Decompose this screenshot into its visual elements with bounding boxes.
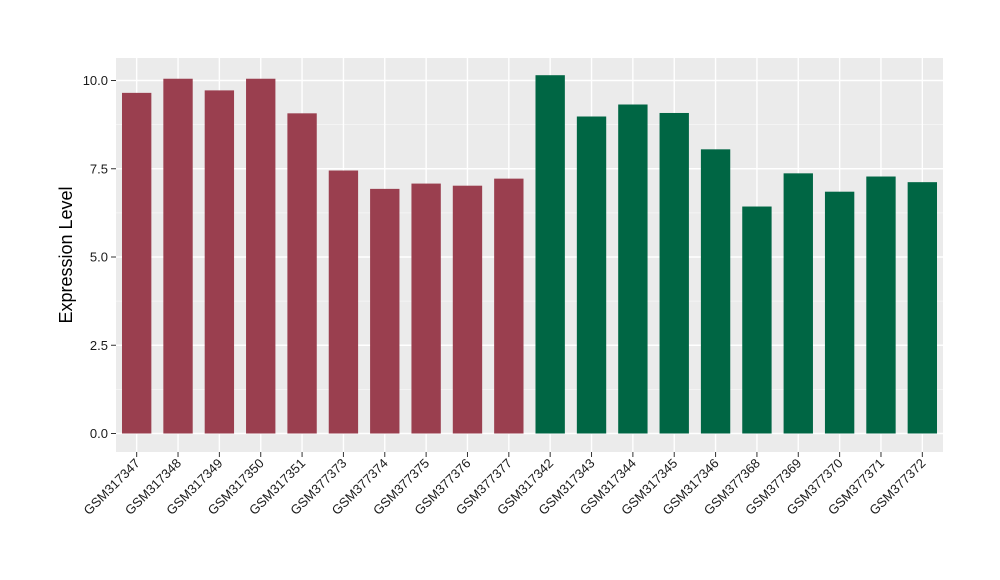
y-tick-label: 10.0 <box>83 73 108 88</box>
y-tick-label: 0.0 <box>90 426 108 441</box>
y-tick-label: 7.5 <box>90 161 108 176</box>
y-tick-label: 2.5 <box>90 338 108 353</box>
bar <box>700 149 731 434</box>
bar <box>121 92 152 434</box>
plot-panel <box>116 58 943 452</box>
y-axis-title: Expression Level <box>56 186 76 323</box>
bar <box>494 178 524 434</box>
bar <box>163 78 193 434</box>
bar <box>783 173 813 434</box>
bar <box>287 113 317 434</box>
bar <box>824 191 855 434</box>
bar <box>535 75 565 434</box>
y-tick-label: 5.0 <box>90 250 108 265</box>
bar <box>411 183 441 434</box>
bar <box>204 90 235 434</box>
bar <box>659 112 689 434</box>
bar <box>576 116 607 434</box>
y-axis: 0.0 2.5 5.0 7.5 10.0 <box>83 73 116 441</box>
x-axis: GSM317347GSM317348GSM317349GSM317350GSM3… <box>81 452 928 518</box>
bar <box>328 170 359 434</box>
bar <box>618 104 648 434</box>
bar <box>452 185 483 434</box>
bar <box>907 182 938 434</box>
bar <box>370 188 400 434</box>
bar <box>742 206 772 434</box>
bars <box>121 75 938 434</box>
bar <box>866 176 896 434</box>
bar <box>246 78 276 434</box>
